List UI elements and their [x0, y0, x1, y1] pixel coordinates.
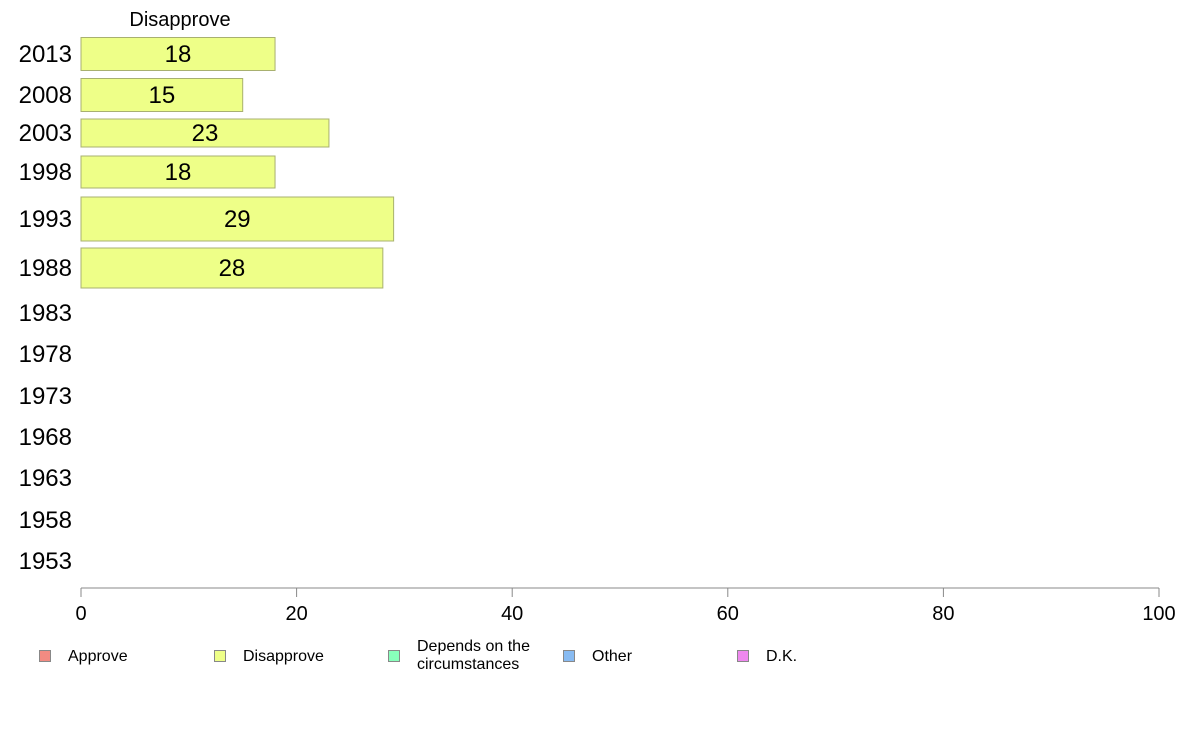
x-tick-label: 0: [75, 603, 86, 625]
legend-swatch-approve: [39, 650, 51, 662]
category-label: 1993: [19, 206, 72, 233]
legend-item-approve: Approve: [39, 638, 208, 666]
legend-item-dk: D.K.: [737, 638, 906, 666]
bar-value-label: 15: [148, 82, 175, 109]
legend-item-other: Other: [563, 638, 732, 666]
legend-label-other: Other: [592, 648, 633, 665]
x-tick-label: 100: [1142, 603, 1175, 625]
bar-value-label: 23: [192, 120, 219, 147]
bar: [80, 247, 384, 289]
legend-label-approve: Approve: [68, 648, 128, 665]
bar: [80, 196, 395, 242]
category-label: 2013: [19, 41, 72, 68]
bar-value-label: 18: [165, 159, 192, 186]
bar-value-label: 29: [224, 206, 251, 233]
x-tick-label: 40: [501, 603, 523, 625]
category-label: 1998: [19, 159, 72, 186]
legend-swatch-disapprove: [214, 650, 226, 662]
bar: [80, 78, 244, 112]
bar: [80, 118, 330, 148]
legend-label-dk: D.K.: [766, 648, 798, 665]
legend-swatch-depends: [388, 650, 400, 662]
column-header: Disapprove: [129, 9, 230, 31]
x-tick-label: 60: [717, 603, 739, 625]
legend: Approve Disapprove Depends on the circum…: [0, 638, 1188, 698]
category-label: 1988: [19, 255, 72, 282]
category-label: 1958: [19, 507, 72, 534]
bar-value-label: 18: [165, 41, 192, 68]
legend-label-depends: Depends on the circumstances: [417, 638, 530, 673]
category-label: 1973: [19, 383, 72, 410]
bar: [80, 155, 276, 189]
bar-value-label: 28: [219, 255, 246, 282]
legend-swatch-other: [563, 650, 575, 662]
category-label: 1968: [19, 424, 72, 451]
legend-label-disapprove: Disapprove: [243, 648, 324, 665]
category-label: 2003: [19, 120, 72, 147]
category-label: 1978: [19, 341, 72, 368]
legend-swatch-dk: [737, 650, 749, 662]
category-label: 2008: [19, 82, 72, 109]
x-tick-label: 80: [932, 603, 954, 625]
category-label: 1983: [19, 300, 72, 327]
category-label: 1963: [19, 465, 72, 492]
x-tick-label: 20: [285, 603, 307, 625]
legend-item-depends: Depends on the circumstances: [388, 638, 552, 674]
legend-item-disapprove: Disapprove: [214, 638, 383, 666]
bar: [80, 37, 276, 71]
category-label: 1953: [19, 548, 72, 575]
